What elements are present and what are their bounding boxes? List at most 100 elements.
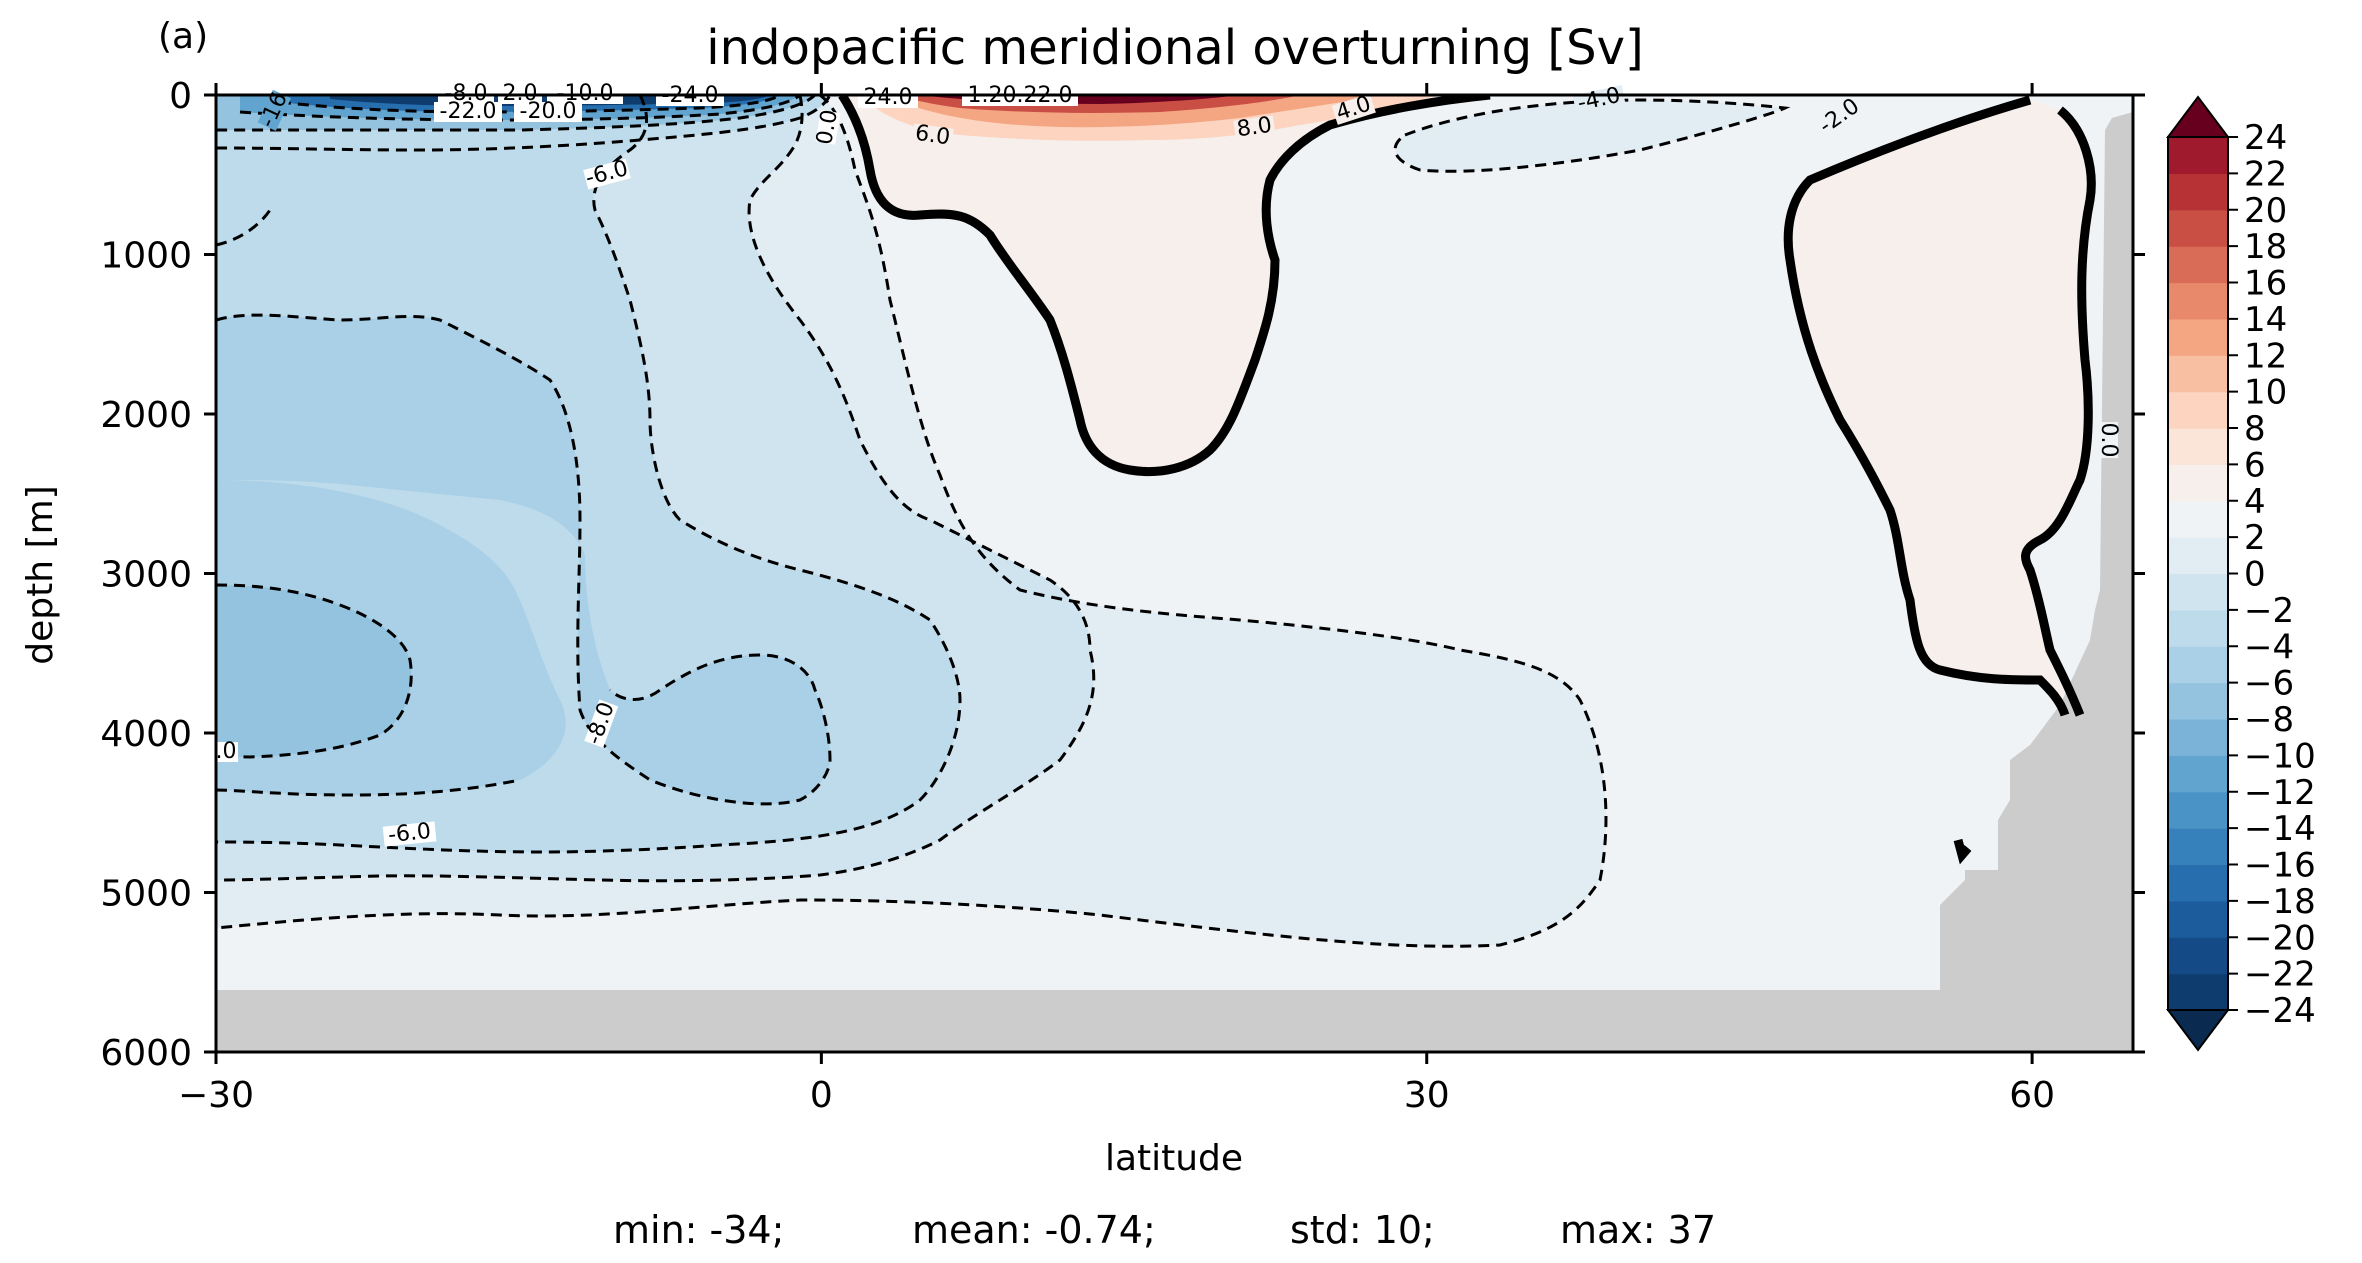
y-tick-label: 1000 xyxy=(100,236,192,277)
contour-label-bg xyxy=(584,699,619,748)
colorbar-tick-label: −18 xyxy=(2244,882,2316,922)
contour-label-bg xyxy=(514,102,582,122)
contour-minus-2 xyxy=(216,95,1608,948)
colorbar-segment xyxy=(2168,464,2228,502)
y-tick-label: 0 xyxy=(169,76,192,117)
colorbar-segment xyxy=(2168,391,2228,429)
colorbar-tick-label: −24 xyxy=(2244,991,2316,1031)
contour-zero-north-inner xyxy=(2021,106,2096,717)
colorbar-tick-label: −22 xyxy=(2244,955,2316,995)
colorbar-tick-label: 10 xyxy=(2244,373,2287,413)
north-pos-lobe xyxy=(1788,100,2092,715)
band-minus-10 xyxy=(216,585,412,757)
contour-label-bg xyxy=(911,123,954,149)
colorbar-tick-label: −6 xyxy=(2244,664,2294,704)
colorbar: −24−22−20−18−16−14−12−10−8−6−4−202468101… xyxy=(2166,95,2316,1052)
contour-label-bg xyxy=(583,158,631,190)
colorbar-tick-label: 18 xyxy=(2244,227,2287,267)
pos-cell-outer xyxy=(842,95,1490,472)
colorbar-tick-label: −14 xyxy=(2244,809,2316,849)
colorbar-segment xyxy=(2168,755,2228,793)
contour-minus-10 xyxy=(216,583,413,759)
colorbar-tick-label: 24 xyxy=(2244,118,2287,158)
contour-zero-fragment xyxy=(1953,838,1972,865)
colorbar-tick-label: 6 xyxy=(2244,445,2266,485)
axes-ticks: −30 0 30 60 0 1000 2000 3000 4000 5000 6000 xyxy=(100,76,2145,1116)
colorbar-tick-label: 22 xyxy=(2244,154,2287,194)
x-axis-label: latitude xyxy=(1105,1138,1243,1179)
colorbar-tick-label: 20 xyxy=(2244,191,2287,231)
contour-label: 6.0 xyxy=(914,121,952,151)
colorbar-tick-label: −4 xyxy=(2244,627,2294,667)
x-tick-label: 60 xyxy=(2009,1075,2055,1116)
contour-label: 24.0 xyxy=(864,85,913,110)
colorbar-segment xyxy=(2168,937,2228,975)
colorbar-segment xyxy=(2168,900,2228,938)
colorbar-segment xyxy=(2168,318,2228,356)
colorbar-segment xyxy=(2168,609,2228,647)
colorbar-tick-label: 12 xyxy=(2244,336,2287,376)
land-mask xyxy=(216,112,2133,1052)
chart-title: indopacific meridional overturning [Sv] xyxy=(706,20,1643,76)
colorbar-extend-min xyxy=(2166,1009,2230,1052)
contour-label-bg xyxy=(434,102,502,122)
band-minus-8 xyxy=(216,315,830,804)
contour-lines xyxy=(216,95,2096,948)
colorbar-segment xyxy=(2168,537,2228,575)
contour-minus-2-cell xyxy=(1393,98,1791,173)
y-tick-label: 4000 xyxy=(100,714,192,755)
panel-label: (a) xyxy=(158,16,208,57)
stat-min: min: -34; xyxy=(613,1208,785,1252)
colorbar-segment xyxy=(2168,282,2228,320)
contour-label-bg xyxy=(1331,93,1376,125)
contour-label-bg xyxy=(1233,115,1276,141)
x-tick-label: 0 xyxy=(810,1075,833,1116)
colorbar-tick-label: 2 xyxy=(2244,518,2266,558)
contour-minus-6 xyxy=(216,95,962,854)
contour-label-bg xyxy=(1813,94,1866,140)
contour-label-bg xyxy=(2098,422,2118,458)
colorbar-segment xyxy=(2168,682,2228,720)
colorbar-segment xyxy=(2168,500,2228,538)
y-tick-label: 5000 xyxy=(100,874,192,915)
colorbar-segment xyxy=(2168,719,2228,756)
contour-label: 0.0 xyxy=(812,108,843,147)
colorbar-tick-label: 14 xyxy=(2244,300,2287,340)
colorbar-segment xyxy=(2168,646,2228,684)
contour-label: -20.0 xyxy=(520,99,577,124)
contour-minus-4 xyxy=(216,95,1096,883)
colorbar-segment xyxy=(2168,828,2228,866)
colorbar-tick-label: 8 xyxy=(2244,409,2266,449)
contour-label: -6.0 xyxy=(387,819,432,848)
contour-label: 0.0 xyxy=(2096,423,2121,458)
stat-std: std: 10; xyxy=(1290,1208,1435,1252)
colorbar-tick-label: −12 xyxy=(2244,773,2316,813)
contour-neg-surface-1 xyxy=(216,95,832,152)
y-tick-label: 6000 xyxy=(100,1033,192,1074)
x-tick-label: 30 xyxy=(1404,1075,1450,1116)
colorbar-segment xyxy=(2168,137,2228,174)
contour-label-bg xyxy=(257,89,292,131)
stat-max: max: 37 xyxy=(1560,1208,1717,1252)
colorbar-segment xyxy=(2168,355,2228,393)
contour-neg-surface-2 xyxy=(216,95,817,132)
contour-label-bg xyxy=(214,742,238,762)
contour-minus-8-lower xyxy=(216,778,521,797)
colorbar-tick-label: −10 xyxy=(2244,736,2316,776)
contour-label: 8.0 xyxy=(1235,113,1273,143)
colorbar-extend-max xyxy=(2166,95,2230,138)
colorbar-tick-label: −2 xyxy=(2244,591,2294,631)
colorbar-segment xyxy=(2168,864,2228,902)
colorbar-tick-label: −16 xyxy=(2244,846,2316,886)
band-minus-2-cell xyxy=(1395,100,1785,172)
contour-zero-north xyxy=(1783,95,2070,717)
contour-label: .0 xyxy=(216,739,237,764)
contour-left-edge xyxy=(216,209,272,247)
contour-field xyxy=(216,95,2133,1052)
y-tick-label: 2000 xyxy=(100,395,192,436)
contour-zero-south xyxy=(838,95,1491,477)
x-tick-label: −30 xyxy=(178,1075,254,1116)
colorbar-segment xyxy=(2168,791,2228,829)
y-axis-label: depth [m] xyxy=(20,485,61,664)
